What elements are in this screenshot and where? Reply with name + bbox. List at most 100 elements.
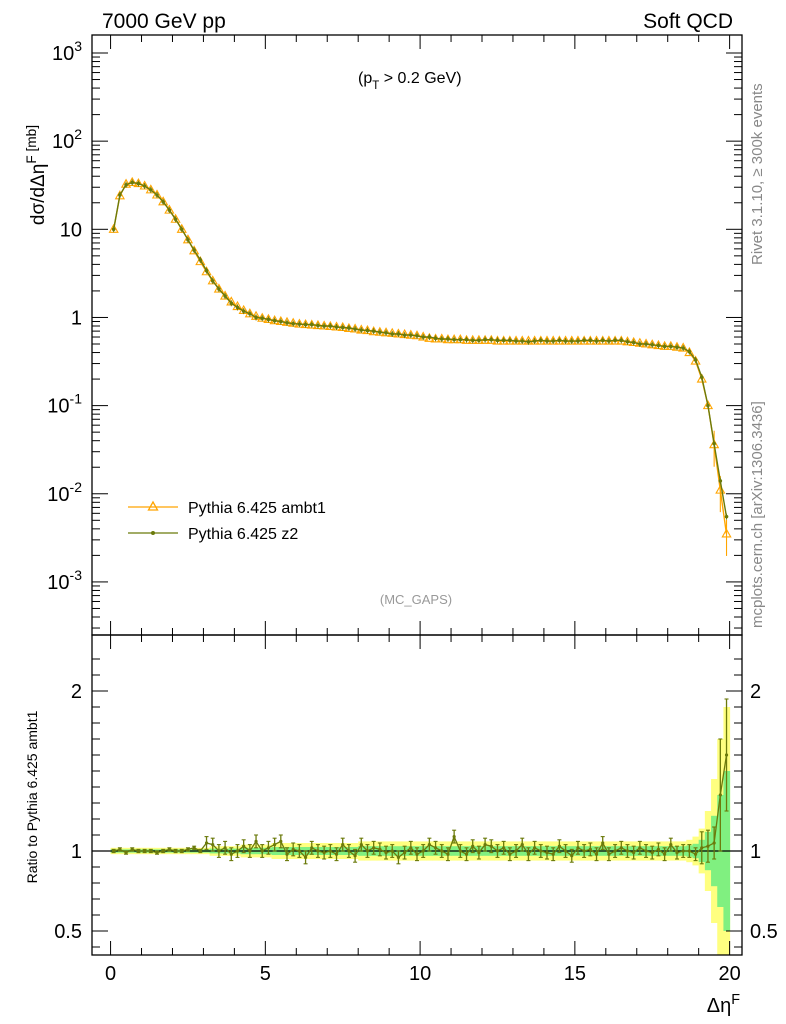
ambt1-point <box>201 266 212 276</box>
ratio-panel-frame <box>91 634 743 956</box>
ratio-point <box>576 846 580 850</box>
ratio-point <box>458 849 462 853</box>
ratio-point <box>217 849 221 853</box>
ratio-point <box>433 846 438 850</box>
ratio-y-tick-label-right: 0.5 <box>750 921 778 943</box>
ratio-point <box>403 851 407 855</box>
ratio-point <box>471 844 475 848</box>
analysis-watermark: (MC_GAPS) <box>380 592 452 607</box>
ratio-point <box>619 846 623 850</box>
main-series-layer <box>108 176 732 556</box>
ratio-point <box>526 852 531 856</box>
ratio-point <box>693 852 698 856</box>
main-y-tick-label: 102 <box>52 126 82 153</box>
ratio-point <box>415 852 419 856</box>
ratio-uncertainty-bands <box>110 707 731 955</box>
ratio-point <box>638 846 642 850</box>
ambt1-point <box>696 373 707 383</box>
ratio-point <box>372 846 376 850</box>
ratio-y-tick-label-right: 1 <box>750 841 761 863</box>
ratio-point <box>712 841 716 845</box>
legend-ambt1-label: Pythia 6.425 ambt1 <box>188 500 326 517</box>
ratio-y-axis-label: Ratio to Pythia 6.425 ambt1 <box>24 710 40 883</box>
legend-z2-label: Pythia 6.425 z2 <box>188 526 298 543</box>
ratio-point <box>322 851 326 855</box>
ratio-point <box>242 844 246 848</box>
ratio-point <box>508 852 512 856</box>
ratio-point <box>706 844 710 848</box>
main-y-tick-label: 10-3 <box>47 567 82 594</box>
ratio-y-tick-label-left: 1 <box>71 841 82 863</box>
ratio-point <box>229 852 233 856</box>
ratio-point <box>316 849 320 853</box>
ratio-point <box>663 852 667 856</box>
ratio-point <box>551 852 555 856</box>
x-tick-label: 15 <box>564 963 586 985</box>
ratio-point <box>545 851 549 855</box>
ratio-point <box>130 847 134 852</box>
ratio-point <box>167 847 171 852</box>
x-tick-label: 20 <box>718 963 740 985</box>
ratio-point <box>211 843 215 847</box>
ratio-point <box>390 849 394 853</box>
ratio-point <box>396 855 401 860</box>
mcplots-label: mcplots.cern.ch [arXiv:1306.3436] <box>749 401 766 628</box>
ratio-point <box>440 849 444 853</box>
main-y-tick-label: 10-1 <box>47 391 82 418</box>
series-line-z2 <box>113 181 728 517</box>
ratio-point <box>223 846 227 850</box>
ratio-point <box>353 854 357 858</box>
header-right: Soft QCD <box>643 10 733 33</box>
ratio-point <box>279 839 283 844</box>
x-tick-label: 5 <box>260 963 271 985</box>
ratio-point <box>143 849 147 853</box>
main-y-tick-label: 10-2 <box>47 479 82 506</box>
ratio-point <box>112 849 116 853</box>
series-line-ambt1 <box>113 181 728 535</box>
ratio-point <box>632 851 636 855</box>
ratio-point <box>613 849 617 853</box>
main-y-axis-label: dσ/dΔηF [mb] <box>24 125 49 225</box>
ratio-point <box>495 849 500 853</box>
ratio-point <box>588 847 592 852</box>
ratio-point <box>514 849 518 853</box>
ambt1-point <box>189 245 200 255</box>
legend-entry-z2: Pythia 6.425 z2 <box>128 526 298 543</box>
ratio-point <box>273 843 277 847</box>
x-tick-label: 0 <box>105 963 116 985</box>
legend-entry-ambt1: Pythia 6.425 ambt1 <box>128 500 326 517</box>
ratio-point <box>310 846 314 850</box>
ratio-point <box>656 847 661 852</box>
ratio-point <box>502 846 506 850</box>
ratio-y-tick-label-right: 2 <box>750 681 761 703</box>
ratio-point <box>718 793 722 797</box>
ratio-point <box>378 847 382 852</box>
ratio-point <box>557 844 561 848</box>
ratio-point <box>607 852 611 856</box>
ratio-point <box>347 849 351 853</box>
ratio-point <box>155 851 159 855</box>
ratio-point <box>669 843 673 847</box>
ratio-point <box>186 847 190 852</box>
ambt1-point <box>684 346 695 357</box>
ratio-point <box>334 852 339 856</box>
ratio-point <box>248 849 252 853</box>
main-y-tick-label: 10 <box>60 219 82 241</box>
rivet-label: Rivet 3.1.10, ≥ 300k events <box>749 83 766 265</box>
pt-cut-annotation: (pT > 0.2 GeV) <box>358 70 462 92</box>
legend-z2-marker <box>151 531 155 535</box>
ratio-series-layer <box>111 698 729 865</box>
ratio-point <box>409 846 413 850</box>
ratio-point <box>341 843 345 847</box>
ratio-y-tick-label-left: 0.5 <box>54 921 82 943</box>
ratio-point <box>477 851 481 855</box>
ratio-point <box>235 849 240 853</box>
ratio-point <box>452 835 456 839</box>
ratio-point <box>650 851 654 855</box>
x-axis-label: ΔηF <box>707 992 740 1017</box>
ratio-point <box>285 852 289 856</box>
ratio-point <box>198 849 202 853</box>
ratio-point <box>681 849 685 853</box>
x-tick-label: 10 <box>409 963 431 985</box>
